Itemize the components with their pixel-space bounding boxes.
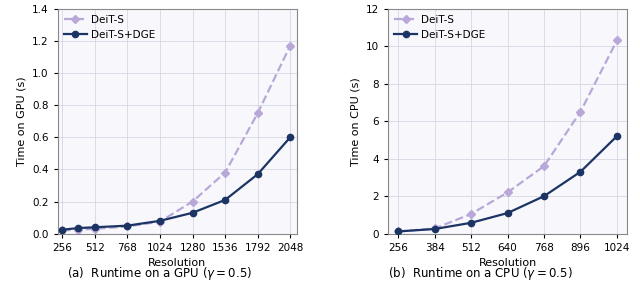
DeiT-S+DGE bbox=[124, 224, 131, 227]
Line: DeiT-S+DGE: DeiT-S+DGE bbox=[395, 133, 620, 235]
DeiT-S+DGE bbox=[189, 211, 196, 215]
X-axis label: Resolution: Resolution bbox=[148, 258, 206, 268]
DeiT-S bbox=[58, 229, 66, 232]
Legend: DeiT-S, DeiT-S+DGE: DeiT-S, DeiT-S+DGE bbox=[60, 11, 159, 44]
DeiT-S bbox=[613, 39, 621, 42]
Line: DeiT-S: DeiT-S bbox=[59, 42, 293, 234]
DeiT-S+DGE bbox=[577, 170, 584, 174]
DeiT-S bbox=[431, 227, 438, 230]
DeiT-S bbox=[91, 227, 99, 231]
DeiT-S+DGE bbox=[254, 172, 262, 176]
DeiT-S+DGE bbox=[75, 226, 83, 230]
DeiT-S+DGE bbox=[504, 211, 511, 215]
DeiT-S+DGE bbox=[540, 194, 548, 198]
DeiT-S+DGE bbox=[91, 225, 99, 229]
DeiT-S bbox=[254, 111, 262, 115]
DeiT-S bbox=[221, 171, 229, 174]
Text: (b)  Runtime on a CPU ($\gamma = 0.5$): (b) Runtime on a CPU ($\gamma = 0.5$) bbox=[388, 265, 572, 282]
DeiT-S+DGE bbox=[467, 221, 475, 225]
DeiT-S+DGE bbox=[431, 227, 438, 231]
DeiT-S bbox=[394, 230, 402, 233]
Text: (a)  Runtime on a GPU ($\gamma = 0.5$): (a) Runtime on a GPU ($\gamma = 0.5$) bbox=[67, 265, 253, 282]
DeiT-S bbox=[75, 228, 83, 231]
DeiT-S+DGE bbox=[156, 219, 164, 223]
Legend: DeiT-S, DeiT-S+DGE: DeiT-S, DeiT-S+DGE bbox=[390, 11, 490, 44]
DeiT-S+DGE bbox=[221, 198, 229, 202]
DeiT-S bbox=[156, 220, 164, 223]
Y-axis label: Time on CPU (s): Time on CPU (s) bbox=[350, 77, 360, 166]
DeiT-S bbox=[504, 191, 511, 194]
DeiT-S+DGE bbox=[287, 135, 294, 139]
DeiT-S bbox=[577, 110, 584, 113]
DeiT-S+DGE bbox=[613, 135, 621, 138]
DeiT-S bbox=[467, 212, 475, 216]
Line: DeiT-S+DGE: DeiT-S+DGE bbox=[59, 134, 293, 233]
DeiT-S bbox=[540, 164, 548, 168]
X-axis label: Resolution: Resolution bbox=[479, 258, 537, 268]
Y-axis label: Time on GPU (s): Time on GPU (s) bbox=[17, 76, 26, 166]
Line: DeiT-S: DeiT-S bbox=[395, 37, 620, 235]
DeiT-S bbox=[189, 200, 196, 203]
DeiT-S+DGE bbox=[394, 230, 402, 233]
DeiT-S bbox=[124, 225, 131, 228]
DeiT-S+DGE bbox=[58, 228, 66, 231]
DeiT-S bbox=[287, 44, 294, 47]
